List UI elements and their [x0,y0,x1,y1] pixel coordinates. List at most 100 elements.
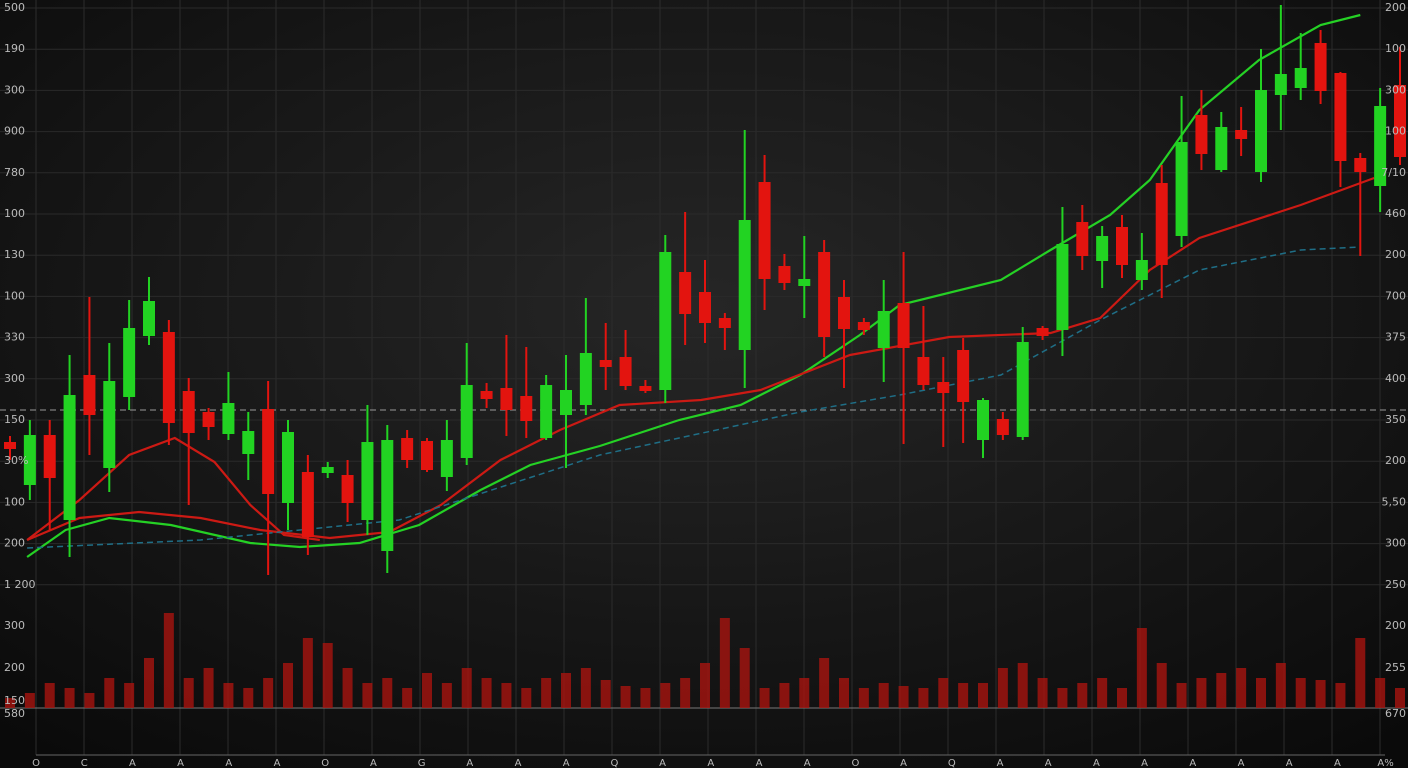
candle-body [540,385,553,438]
candle-body [599,360,612,367]
candle-body [917,357,930,385]
candle-body [321,467,334,473]
volume-bar [1395,688,1405,708]
candle-body [897,303,910,348]
volume-bar [1097,678,1108,708]
left-axis-label: 100 [4,289,25,302]
candle-body [1016,342,1029,437]
volume-bar [64,688,75,708]
left-axis-label: 500 [4,1,25,14]
volume-bar [799,678,810,708]
time-label: O [32,758,40,768]
time-label: O [321,758,329,768]
time-label: A [707,758,714,768]
candle-body [738,220,751,350]
volume-bar [1057,688,1068,708]
candle-body [1374,106,1387,186]
time-label: A [1286,758,1293,768]
right-axis-label: 7/10 [1381,166,1406,179]
volume-bar [958,683,969,708]
time-label: O [851,758,859,768]
candle-body [1155,183,1168,265]
volume-bar [938,678,949,708]
volume-bar [144,658,154,708]
candle-body [639,386,652,391]
candle-body [579,353,592,405]
candle-body [818,252,831,337]
candle-body [996,419,1009,435]
volume-bar [978,683,988,708]
candle-body [480,391,493,399]
candle-body [1195,115,1208,154]
time-label: A [1141,758,1148,768]
volume-bar [997,668,1008,708]
time-label: A [274,758,281,768]
volume-bar [5,698,15,708]
volume-bar [700,663,710,708]
volume-bar [1196,678,1207,708]
volume-bar [1355,638,1366,708]
left-axis-label: 200 [4,537,25,550]
candle-body [1314,43,1327,91]
volume-bar [322,643,333,708]
candle-body [1036,328,1049,336]
candle-body [182,391,195,433]
left-axis-label: 330 [4,331,25,344]
time-label: A [1093,758,1100,768]
candle-body [838,297,850,329]
candle-body [679,272,692,314]
left-volume-label: 580 [4,707,25,720]
left-axis-label: 30% [4,454,28,467]
candle-body [460,385,473,458]
candle-body [282,432,294,503]
volume-bar [84,693,95,708]
volume-bar [24,693,35,708]
volume-bar [739,648,750,708]
right-volume-label: 255 [1385,661,1406,674]
volume-bar [521,688,532,708]
right-axis-label: 300 [1385,83,1406,96]
right-axis-label: 100 [1385,42,1406,55]
volume-bar [481,678,492,708]
right-axis-label: 200 [1385,454,1406,467]
candle-body [877,311,890,348]
volume-bar [342,668,353,708]
candle-body [381,440,394,551]
candle-body [1116,227,1128,265]
time-label: C [81,758,88,768]
right-axis-label: 375 [1385,331,1406,344]
right-axis-label: 400 [1385,372,1406,385]
candle-body [560,390,572,415]
moving-average-line [26,13,1361,558]
volume-bar [600,680,611,708]
volume-bar [501,683,512,708]
candle-body [619,357,632,386]
time-label: A [804,758,811,768]
candle-body [43,435,56,478]
volume-bar [1077,683,1088,708]
candle-body [500,388,513,410]
volume-bar [779,683,790,708]
volume-bar [1256,678,1266,708]
time-label: A [1238,758,1245,768]
volume-bar [283,663,293,708]
candle-body [798,279,811,286]
time-label: Q [948,758,956,768]
candle-body [758,182,771,279]
candle-body [1076,222,1089,256]
candle-body [1354,158,1367,172]
volume-bar [839,678,849,708]
right-axis-label: 200 [1385,1,1406,14]
time-label: A [1189,758,1196,768]
left-axis-label: 130 [4,248,25,261]
time-label: A [129,758,136,768]
candle-body [957,350,970,402]
volume-bar [878,683,889,708]
time-label: A [756,758,763,768]
left-axis-label: 780 [4,166,25,179]
candle-body [1175,142,1188,236]
time-label: A [997,758,1004,768]
volume-bar [858,688,869,708]
time-label: A [177,758,184,768]
time-label: Q [610,758,618,768]
